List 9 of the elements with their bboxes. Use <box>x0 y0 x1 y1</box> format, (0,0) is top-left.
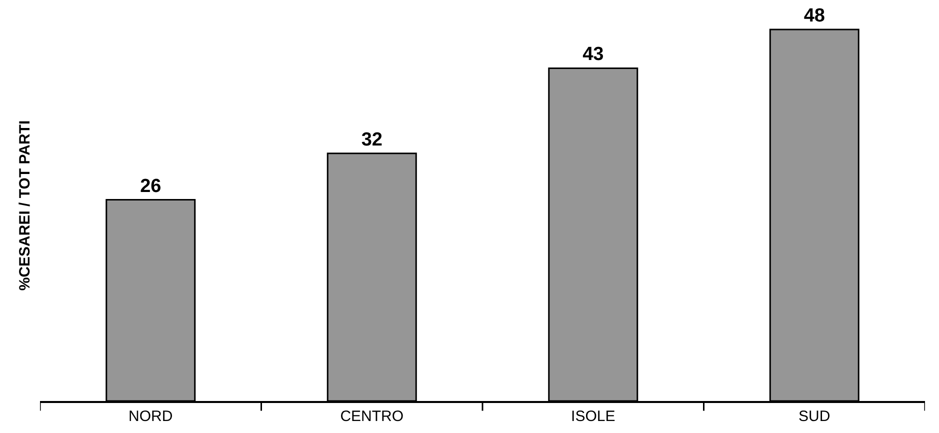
data-label: 43 <box>582 44 604 66</box>
x-tick-label: SUD <box>798 408 830 425</box>
data-label: 48 <box>804 6 825 27</box>
x-tick-label: ISOLE <box>571 408 616 425</box>
x-tick-label: NORD <box>128 408 173 425</box>
y-axis-title: %CESAREI / TOT PARTI <box>16 120 34 291</box>
x-tick-label: CENTRO <box>340 408 404 425</box>
data-label: 32 <box>361 129 382 150</box>
data-label: 26 <box>140 176 162 197</box>
